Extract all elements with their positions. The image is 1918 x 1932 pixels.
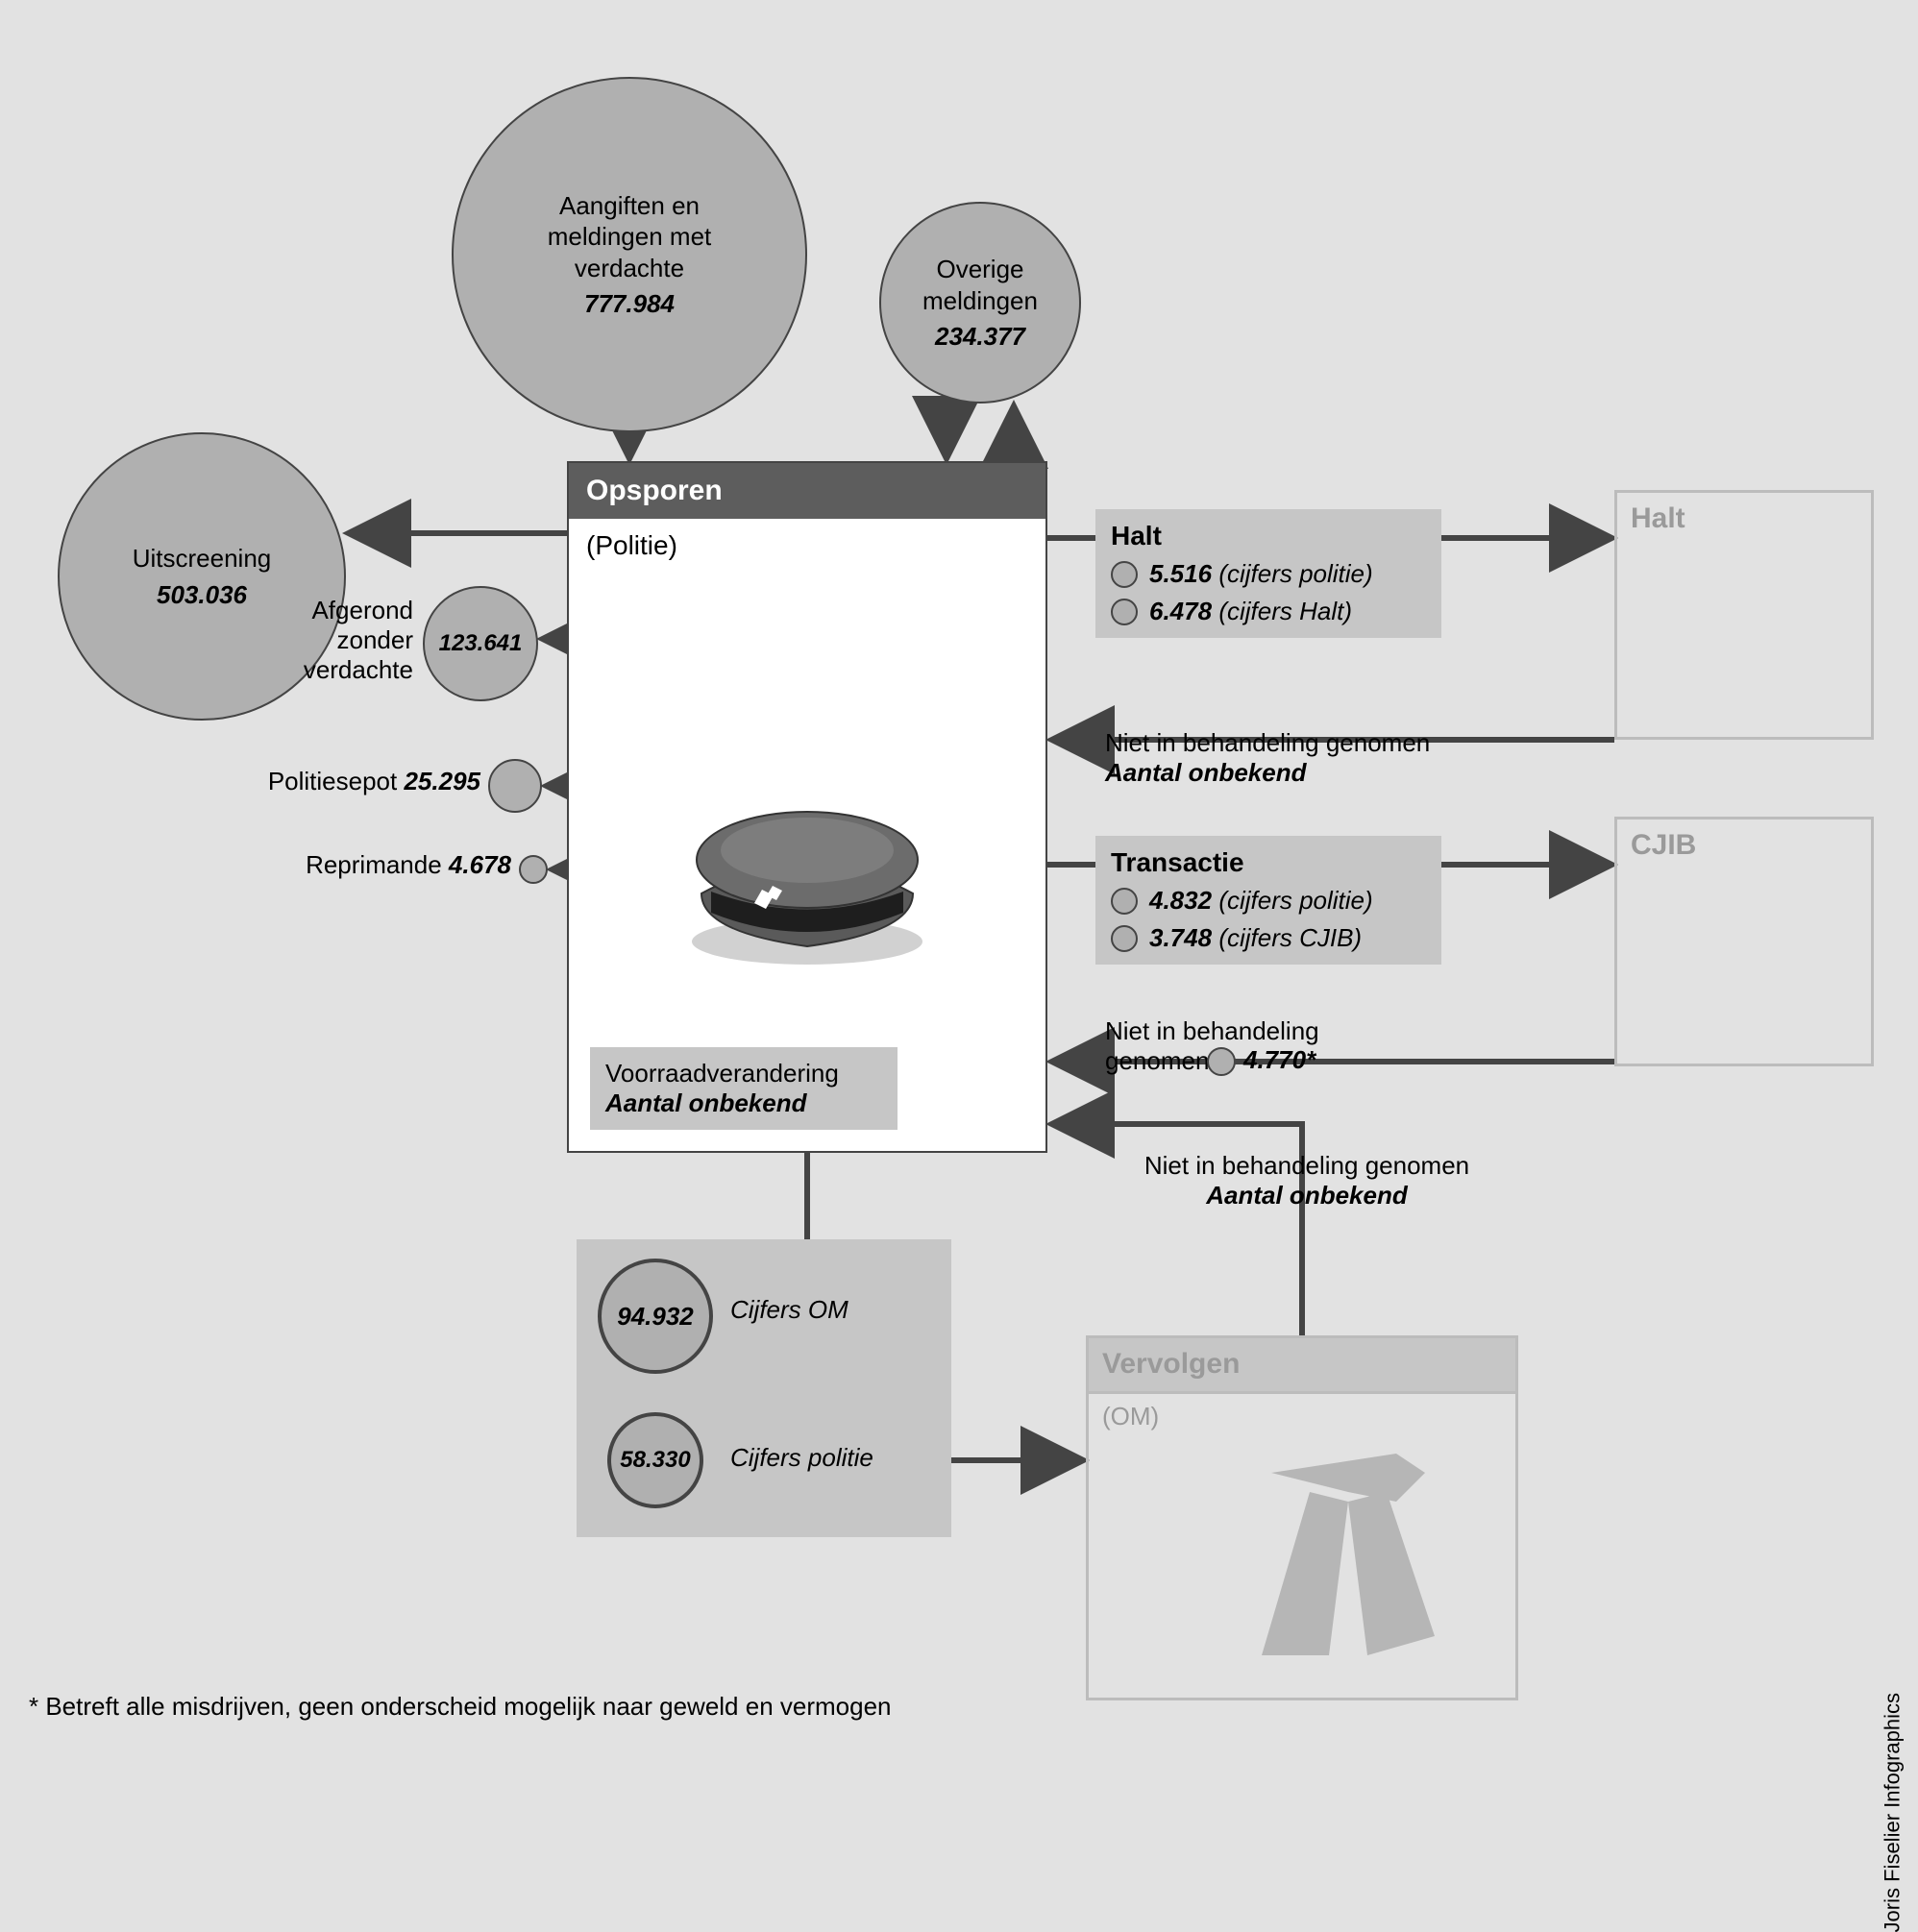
- vervolgen-title: Vervolgen: [1089, 1338, 1515, 1394]
- circle-cijfers-politie-value: 58.330: [620, 1447, 690, 1474]
- credit: Joris Fiselier Infographics: [1880, 1693, 1905, 1932]
- halt-row-1: 5.516 (cijfers politie): [1111, 559, 1426, 589]
- robe-icon: [1204, 1444, 1473, 1675]
- circle-politiesepot: [488, 759, 542, 813]
- label-cijfers-politie: Cijfers politie: [730, 1443, 942, 1473]
- footnote: * Betreft alle misdrijven, geen ondersch…: [29, 1692, 892, 1722]
- circle-overige: Overigemeldingen 234.377: [879, 202, 1081, 404]
- circle-afgerond: 123.641: [423, 586, 538, 701]
- circle-cijfers-politie: 58.330: [607, 1412, 703, 1508]
- cjib-return-value: 4.770*: [1243, 1045, 1359, 1075]
- circle-aangiften: Aangiften enmeldingen metverdachte 777.9…: [452, 77, 807, 432]
- circle-cjib-return: [1207, 1047, 1236, 1076]
- halt-ghost-label: Halt: [1631, 502, 1685, 535]
- transactie-row-2: 3.748 (cijfers CJIB): [1111, 923, 1426, 953]
- halt-row-2: 6.478 (cijfers Halt): [1111, 597, 1426, 626]
- circle-aangiften-label: Aangiften enmeldingen metverdachte: [548, 190, 712, 284]
- voorraad-line1: Voorraadverandering: [605, 1059, 882, 1088]
- circle-afgerond-value: 123.641: [439, 630, 523, 657]
- police-hat-icon: [663, 769, 951, 980]
- label-politiesepot: Politiesepot 25.295: [250, 767, 480, 796]
- halt-return-text: Niet in behandeling genomenAantal onbeke…: [1105, 728, 1605, 788]
- transactie-title: Transactie: [1111, 847, 1426, 878]
- vervolgen-subtitle: (OM): [1102, 1402, 1159, 1431]
- vervolgen-ghost-box: Vervolgen (OM): [1086, 1335, 1518, 1700]
- voorraad-line2: Aantal onbekend: [605, 1088, 882, 1118]
- circle-cijfers-om-value: 94.932: [617, 1302, 694, 1332]
- halt-box: Halt 5.516 (cijfers politie) 6.478 (cijf…: [1095, 509, 1441, 638]
- circle-uitscreening-label: Uitscreening: [133, 543, 272, 575]
- circle-cijfers-om: 94.932: [598, 1259, 713, 1374]
- halt-ghost-box: Halt: [1614, 490, 1874, 740]
- cjib-ghost-label: CJIB: [1631, 829, 1696, 862]
- transactie-box: Transactie 4.832 (cijfers politie) 3.748…: [1095, 836, 1441, 965]
- circle-aangiften-value: 777.984: [584, 289, 675, 319]
- voorraad-box: Voorraadverandering Aantal onbekend: [590, 1047, 898, 1130]
- label-cijfers-om: Cijfers OM: [730, 1295, 922, 1325]
- dot-icon: [1111, 888, 1138, 915]
- halt-title: Halt: [1111, 521, 1426, 551]
- dot-icon: [1111, 561, 1138, 588]
- circle-overige-label: Overigemeldingen: [922, 254, 1038, 316]
- dot-icon: [1111, 925, 1138, 952]
- circle-reprimande: [519, 855, 548, 884]
- transactie-row-1: 4.832 (cijfers politie): [1111, 886, 1426, 916]
- main-box-subtitle: (Politie): [569, 519, 1045, 573]
- label-afgerond: Afgerondzonderverdachte: [250, 596, 413, 685]
- label-reprimande: Reprimande 4.678: [288, 850, 511, 880]
- circle-overige-value: 234.377: [935, 322, 1025, 352]
- main-box-title: Opsporen: [569, 463, 1045, 519]
- dot-icon: [1111, 599, 1138, 625]
- om-return-text: Niet in behandeling genomenAantal onbeke…: [1076, 1151, 1537, 1211]
- cjib-ghost-box: CJIB: [1614, 817, 1874, 1066]
- circle-uitscreening-value: 503.036: [157, 580, 247, 610]
